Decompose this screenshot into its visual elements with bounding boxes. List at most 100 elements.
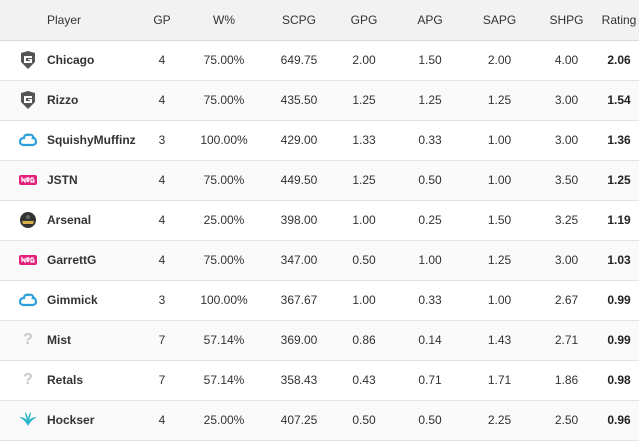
player-name[interactable]: GarrettG	[47, 253, 97, 267]
gpg-cell: 0.86	[352, 333, 376, 347]
apg-cell: 0.14	[418, 333, 442, 347]
shpg-cell: 2.50	[554, 413, 579, 427]
player-name[interactable]: Gimmick	[47, 293, 98, 307]
g2-logo-icon	[18, 50, 38, 70]
scpg-cell: 449.50	[280, 173, 318, 187]
gp-cell: 4	[158, 93, 166, 107]
col-header-scpg[interactable]: SCPG	[265, 0, 333, 41]
player-cell: SquishyMuffinz	[0, 120, 141, 160]
gpg-cell: 0.50	[352, 413, 376, 427]
player-name[interactable]: JSTN	[47, 173, 78, 187]
gp-cell: 7	[158, 333, 166, 347]
player-name[interactable]: Hockser	[47, 413, 95, 427]
shpg-cell: 3.00	[554, 253, 579, 267]
sapg-cell: 1.71	[487, 373, 512, 387]
table-row: SquishyMuffinz 3 100.00% 429.00 1.33 0.3…	[0, 120, 639, 160]
win-pct-cell: 75.00%	[203, 53, 245, 67]
rating-cell: 1.03	[607, 253, 631, 267]
table-row: ? Retals 7 57.14% 358.43 0.43 0.71 1.71 …	[0, 360, 639, 400]
unknown-logo-icon: ?	[23, 331, 33, 348]
col-header-player[interactable]: Player	[0, 0, 141, 41]
gp-cell: 4	[158, 173, 166, 187]
col-header-gp[interactable]: GP	[141, 0, 183, 41]
gpg-cell: 1.25	[352, 173, 376, 187]
player-name[interactable]: SquishyMuffinz	[47, 133, 136, 147]
gp-cell: 4	[158, 53, 166, 67]
sapg-cell: 1.25	[487, 253, 512, 267]
gp-cell: 4	[158, 213, 166, 227]
player-name[interactable]: Mist	[47, 333, 71, 347]
win-pct-cell: 25.00%	[203, 213, 245, 227]
rating-cell: 1.54	[607, 93, 631, 107]
player-name[interactable]: Retals	[47, 373, 84, 387]
col-header-gpg[interactable]: GPG	[333, 0, 395, 41]
apg-cell: 0.33	[418, 293, 442, 307]
sapg-cell: 1.00	[487, 293, 512, 307]
unknown-logo-icon: ?	[23, 371, 33, 388]
player-cell: Hockser	[0, 400, 141, 440]
apg-cell: 0.50	[418, 173, 442, 187]
gp-cell: 3	[158, 133, 166, 147]
rating-cell: 2.06	[607, 53, 631, 67]
player-cell: ? Retals	[0, 360, 141, 400]
table-row: Rizzo 4 75.00% 435.50 1.25 1.25 1.25 3.0…	[0, 80, 639, 120]
shpg-cell: 3.25	[554, 213, 579, 227]
win-pct-cell: 25.00%	[203, 413, 245, 427]
shpg-cell: 2.67	[554, 293, 579, 307]
table-row: Chicago 4 75.00% 649.75 2.00 1.50 2.00 4…	[0, 40, 639, 80]
table-row: Arsenal 4 25.00% 398.00 1.00 0.25 1.50 3…	[0, 200, 639, 240]
player-cell: Chicago	[0, 40, 141, 80]
helmet-logo-icon	[18, 210, 38, 230]
player-name[interactable]: Chicago	[47, 53, 95, 67]
player-cell: Rizzo	[0, 80, 141, 120]
sapg-cell: 1.50	[487, 213, 512, 227]
wings-logo-icon	[18, 410, 38, 430]
gpg-cell: 0.43	[352, 373, 376, 387]
win-pct-cell: 100.00%	[200, 293, 248, 307]
sapg-cell: 2.00	[487, 53, 512, 67]
win-pct-cell: 75.00%	[203, 173, 245, 187]
shpg-cell: 4.00	[554, 53, 579, 67]
player-cell: Gimmick	[0, 280, 141, 320]
player-name[interactable]: Rizzo	[47, 93, 79, 107]
sapg-cell: 1.43	[487, 333, 512, 347]
sapg-cell: 1.25	[487, 93, 512, 107]
g2-logo-icon	[18, 90, 38, 110]
sapg-cell: 1.00	[487, 133, 512, 147]
apg-cell: 0.50	[418, 413, 442, 427]
gpg-cell: 0.50	[352, 253, 376, 267]
col-header-shpg[interactable]: SHPG	[534, 0, 599, 41]
player-cell: Arsenal	[0, 200, 141, 240]
col-header-sapg[interactable]: SAPG	[465, 0, 534, 41]
col-header-win-pct[interactable]: W%	[183, 0, 265, 41]
scpg-cell: 435.50	[280, 93, 318, 107]
apg-cell: 1.50	[418, 53, 442, 67]
rating-cell: 1.25	[607, 173, 631, 187]
scpg-cell: 407.25	[280, 413, 318, 427]
rating-cell: 0.99	[607, 333, 631, 347]
win-pct-cell: 57.14%	[203, 373, 245, 387]
sapg-cell: 2.25	[487, 413, 512, 427]
scpg-cell: 429.00	[280, 133, 318, 147]
shpg-cell: 3.50	[554, 173, 579, 187]
cloud9-logo-icon	[18, 130, 38, 150]
apg-cell: 0.25	[418, 213, 442, 227]
col-header-rating[interactable]: Rating	[599, 0, 639, 41]
col-header-apg[interactable]: APG	[395, 0, 465, 41]
scpg-cell: 369.00	[280, 333, 318, 347]
apg-cell: 1.00	[418, 253, 442, 267]
player-name[interactable]: Arsenal	[47, 213, 92, 227]
shpg-cell: 3.00	[554, 133, 579, 147]
sapg-cell: 1.00	[487, 173, 512, 187]
apg-cell: 0.71	[418, 373, 442, 387]
rating-cell: 0.98	[607, 373, 631, 387]
gpg-cell: 1.00	[352, 293, 376, 307]
gp-cell: 7	[158, 373, 166, 387]
table-row: Gimmick 3 100.00% 367.67 1.00 0.33 1.00 …	[0, 280, 639, 320]
scpg-cell: 358.43	[280, 373, 318, 387]
player-cell: JSTN	[0, 160, 141, 200]
apg-cell: 0.33	[418, 133, 442, 147]
player-cell: ? Mist	[0, 320, 141, 360]
scpg-cell: 367.67	[280, 293, 318, 307]
rating-cell: 0.99	[607, 293, 631, 307]
